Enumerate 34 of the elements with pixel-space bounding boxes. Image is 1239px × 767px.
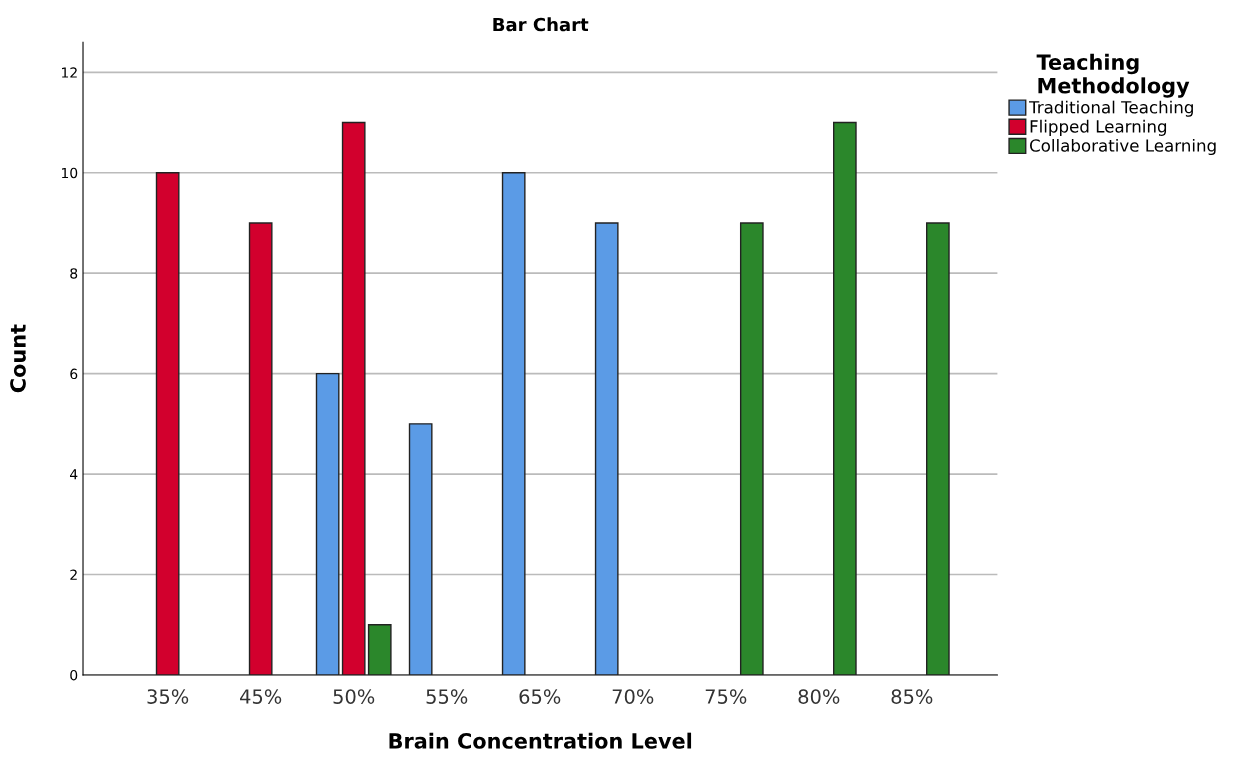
- x-tick-label: 80%: [798, 689, 840, 704]
- x-axis-title: Brain Concentration Level: [389, 732, 692, 749]
- y-tick-label: 12: [62, 67, 77, 78]
- x-tick-label: 75%: [705, 689, 747, 704]
- bar: [367, 624, 392, 675]
- x-tick-label: 85%: [891, 689, 933, 704]
- bar: [926, 222, 950, 675]
- bar: [408, 423, 433, 675]
- bar: [739, 222, 764, 675]
- y-axis-title: Count: [10, 324, 26, 393]
- y-tick-label: 8: [70, 268, 78, 279]
- x-tick-label: 55%: [426, 689, 468, 704]
- bar: [155, 172, 180, 675]
- x-tick-label: 65%: [519, 689, 561, 704]
- bar: [341, 121, 366, 675]
- legend-title: Teaching Methodology: [1036, 53, 1190, 98]
- y-tick-label: 0: [70, 669, 78, 681]
- y-tick-label: 4: [69, 469, 78, 480]
- x-tick-label: 70%: [612, 689, 654, 704]
- bar: [832, 121, 857, 675]
- legend-label: Traditional Teaching: [1029, 100, 1193, 117]
- legend-label: Flipped Learning: [1030, 119, 1167, 136]
- bar: [501, 172, 526, 675]
- y-tick-label: 6: [70, 368, 78, 380]
- x-tick-label: 50%: [333, 689, 375, 704]
- bar: [315, 372, 340, 675]
- bar: [594, 222, 619, 675]
- y-tick-label: 2: [70, 569, 77, 580]
- chart-title: Bar Chart: [493, 17, 589, 32]
- bar: [248, 222, 273, 675]
- y-tick-label: 10: [62, 167, 78, 179]
- legend-label: Collaborative Learning: [1030, 138, 1216, 156]
- x-tick-label: 35%: [147, 689, 189, 704]
- x-tick-label: 45%: [240, 689, 282, 704]
